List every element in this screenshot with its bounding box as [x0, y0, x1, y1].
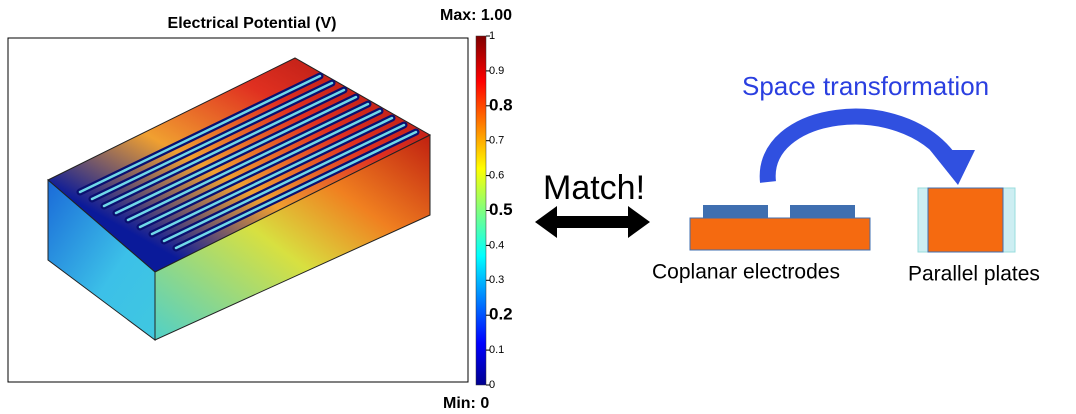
colorbar-tick-label: 0.1	[489, 344, 504, 356]
arrow-head	[930, 150, 975, 185]
colorbar-tick-label: 0.6	[489, 170, 504, 182]
electrode	[790, 205, 855, 219]
parallel-label: Parallel plates	[908, 263, 1040, 286]
colorbar-tick-label: 0.4	[489, 239, 504, 251]
colorbar-tick-label: 0.9	[489, 65, 504, 77]
page: Electrical Potential (V) Max: 1.00 Min: …	[0, 0, 1076, 414]
electrode	[703, 205, 768, 219]
transform-title: Space transformation	[742, 71, 989, 101]
max-label: Max: 1.00	[440, 7, 512, 24]
min-label: Min: 0	[443, 395, 489, 412]
coplanar-label: Coplanar electrodes	[652, 261, 840, 284]
plot-title: Electrical Potential (V)	[168, 15, 337, 32]
colorbar-tick-label: 0.2	[489, 305, 513, 324]
colorbar-tick-label: 1	[489, 30, 495, 42]
curved-arrow	[768, 117, 950, 182]
colorbar-tick-label: 0	[489, 379, 495, 391]
double-arrow	[535, 206, 650, 238]
figure: Electrical Potential (V) Max: 1.00 Min: …	[0, 0, 1076, 414]
colorbar-tick-label: 0.3	[489, 274, 504, 286]
dielectric	[928, 188, 1003, 252]
colorbar-tick-label: 0.7	[489, 135, 504, 147]
substrate	[690, 218, 870, 250]
colorbar	[476, 36, 486, 385]
colorbar-tick-label: 0.5	[489, 200, 513, 219]
colorbar-tick-label: 0.8	[489, 95, 513, 114]
match-label: Match!	[543, 169, 645, 207]
